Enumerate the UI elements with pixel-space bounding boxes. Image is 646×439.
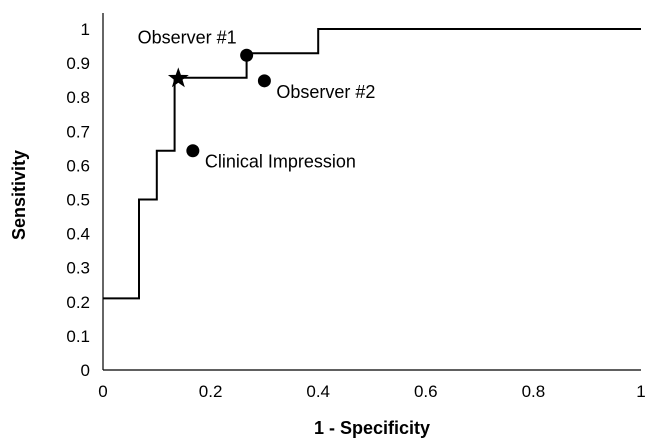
y-tick-label: 0 bbox=[81, 361, 90, 380]
x-tick-label: 1 bbox=[636, 382, 645, 401]
observation-point bbox=[257, 74, 271, 88]
observation-point bbox=[240, 48, 254, 62]
y-tick-label: 0.5 bbox=[66, 191, 90, 210]
y-axis-title: Sensitivity bbox=[9, 150, 29, 240]
x-axis-title: 1 - Specificity bbox=[314, 418, 430, 438]
roc-step-line bbox=[103, 28, 641, 300]
observation-point bbox=[186, 144, 200, 158]
x-tick-label: 0 bbox=[98, 382, 107, 401]
star-marker bbox=[167, 67, 189, 88]
series-group bbox=[103, 28, 641, 300]
x-tick-labels: 0 0.2 0.4 0.6 0.8 1 bbox=[98, 382, 645, 401]
y-tick-label: 0.9 bbox=[66, 54, 90, 73]
y-tick-label: 1 bbox=[81, 20, 90, 39]
y-tick-label: 0.4 bbox=[66, 225, 90, 244]
y-tick-label: 0.1 bbox=[66, 327, 90, 346]
point-label: Observer #2 bbox=[276, 82, 375, 102]
y-tick-label: 0.3 bbox=[66, 259, 90, 278]
x-tick-label: 0.4 bbox=[306, 382, 330, 401]
y-tick-label: 0.8 bbox=[66, 88, 90, 107]
x-tick-label: 0.8 bbox=[522, 382, 546, 401]
x-tick-label: 0.6 bbox=[414, 382, 438, 401]
point-labels: Observer #1 Observer #2 Clinical Impressio… bbox=[138, 27, 376, 171]
point-label: Clinical Impression bbox=[205, 152, 356, 172]
point-label: Observer #1 bbox=[138, 27, 237, 47]
markers-group bbox=[167, 48, 271, 158]
x-tick-label: 0.2 bbox=[199, 382, 223, 401]
y-tick-label: 0.6 bbox=[66, 156, 90, 175]
y-tick-label: 0.7 bbox=[66, 122, 90, 141]
y-tick-label: 0.2 bbox=[66, 293, 90, 312]
y-tick-labels: 0 0.1 0.2 0.3 0.4 0.5 0.6 0.7 0.8 0.9 1 bbox=[66, 20, 90, 380]
